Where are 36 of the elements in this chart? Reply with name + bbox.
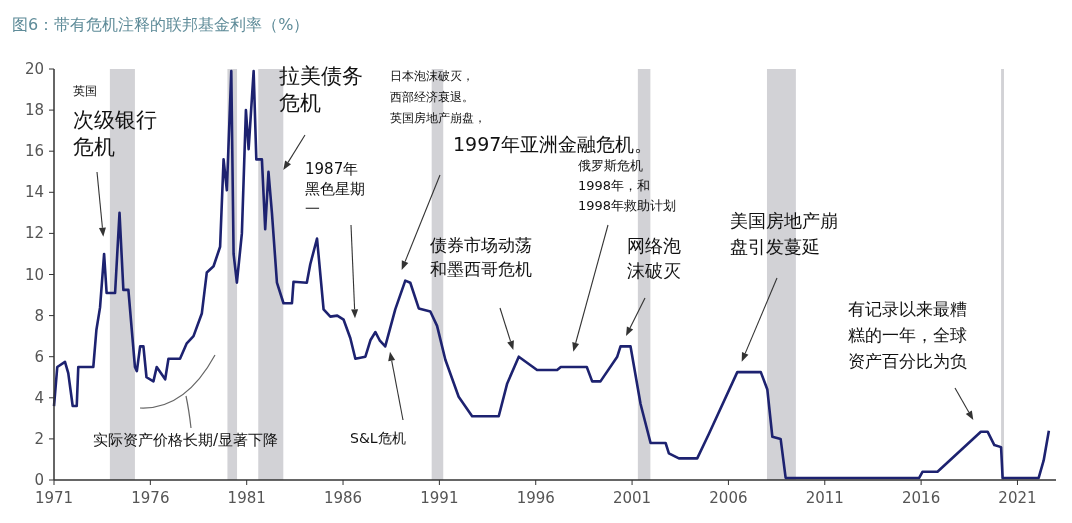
annotation: 债券市场动荡和墨西哥危机	[430, 235, 532, 279]
y-tick-label: 2	[34, 429, 44, 448]
annotation: 1997年亚洲金融危机。	[453, 133, 654, 155]
y-tick-label: 12	[24, 224, 44, 243]
x-tick-label: 2011	[805, 489, 844, 507]
annotation: 俄罗斯危机1998年，和1998年救助计划	[578, 158, 677, 213]
annotation: 网络泡沫破灭	[627, 235, 681, 281]
annotation: 英国	[73, 84, 97, 98]
annotation: 有记录以来最糟糕的一年，全球资产百分比为负	[848, 299, 967, 371]
x-tick-label: 1981	[227, 489, 266, 507]
y-tick-label: 16	[24, 142, 44, 161]
x-tick-label: 2001	[612, 489, 652, 507]
x-tick-label: 2021	[998, 489, 1037, 507]
y-tick-label: 10	[24, 265, 44, 284]
x-tick-label: 1971	[34, 489, 74, 507]
x-tick-label: 2016	[902, 489, 941, 507]
y-tick-label: 14	[24, 183, 44, 202]
annotation: 1987年黑色星期一	[305, 160, 365, 218]
chart-title: 图6：带有危机注释的联邦基金利率（%）	[12, 15, 310, 34]
y-tick-label: 18	[24, 101, 44, 120]
x-tick-label: 2006	[709, 489, 748, 507]
x-tick-label: 1991	[420, 489, 459, 507]
x-tick-label: 1996	[516, 489, 555, 507]
y-tick-label: 0	[34, 471, 44, 489]
annotation: 美国房地产崩盘引发蔓延	[730, 210, 838, 257]
annotation: 拉美债务危机	[279, 64, 363, 115]
y-tick-label: 20	[24, 60, 44, 78]
x-tick-label: 1976	[131, 489, 170, 507]
annotation: S&L危机	[350, 430, 406, 446]
y-tick-label: 6	[34, 347, 44, 366]
y-tick-label: 4	[34, 388, 44, 407]
y-tick-label: 8	[34, 306, 44, 325]
annotation: 实际资产价格长期/显著下降	[93, 431, 279, 449]
annotation: 次级银行危机	[73, 108, 157, 159]
x-tick-label: 1986	[323, 489, 363, 507]
annotation: 日本泡沫破灭，西部经济衰退。英国房地产崩盘，	[390, 69, 486, 125]
